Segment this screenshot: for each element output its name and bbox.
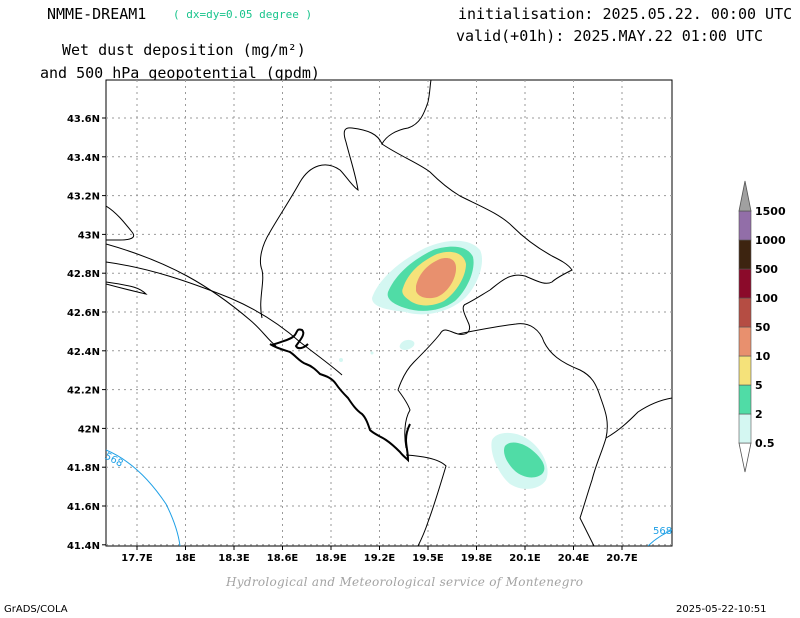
graticule xyxy=(106,80,672,546)
model-name: NMME-DREAM1 xyxy=(47,5,147,23)
geopotential-contour-se xyxy=(647,529,672,546)
legend-arrow-high xyxy=(738,180,752,212)
geopotential-contour-sw xyxy=(106,449,181,546)
lon-label: 18.3E xyxy=(218,553,250,564)
legend-swatch xyxy=(738,239,752,270)
country-borders xyxy=(106,80,672,546)
map-title-line1: Wet dust deposition (mg/m²) xyxy=(62,41,306,59)
legend-level-label: 2 xyxy=(755,408,763,421)
credit-line: Hydrological and Meteorological service … xyxy=(226,575,584,589)
lon-label: 19.2E xyxy=(364,553,396,564)
legend-swatch xyxy=(738,413,752,444)
lat-label: 41.6N xyxy=(67,502,100,513)
valid-time: valid(+01h): 2025.MAY.22 01:00 UTC xyxy=(456,27,764,45)
lat-label: 43.6N xyxy=(67,114,100,125)
legend-level-label: 500 xyxy=(755,263,778,276)
lat-label: 41.8N xyxy=(67,463,100,474)
legend-swatch xyxy=(738,384,752,415)
lat-label: 42N xyxy=(78,424,100,435)
lat-label: 42.6N xyxy=(67,308,100,319)
lat-label: 41.4N xyxy=(67,541,100,552)
lat-label: 43.2N xyxy=(67,192,100,203)
legend-swatch xyxy=(738,326,752,357)
lat-label: 43.4N xyxy=(67,153,100,164)
dust-patch-small xyxy=(399,339,415,350)
bay-of-kotor xyxy=(271,328,309,350)
legend-level-label: 1000 xyxy=(755,234,786,247)
dust-dot xyxy=(370,351,374,355)
lat-label: 43N xyxy=(78,230,100,241)
legend-swatch xyxy=(738,355,752,386)
lon-label: 20.7E xyxy=(606,553,638,564)
lon-label: 17.7E xyxy=(121,553,153,564)
lon-label: 18E xyxy=(175,553,196,564)
lon-label: 18.6E xyxy=(267,553,299,564)
legend-level-label: 100 xyxy=(755,292,778,305)
legend-level-label: 0.5 xyxy=(755,437,775,450)
software-label: GrADS/COLA xyxy=(4,604,68,615)
lat-label: 42.4N xyxy=(67,347,100,358)
lon-label: 19.8E xyxy=(461,553,493,564)
color-legend: 0.5 2 5 10 50 100 500 1000 1500 xyxy=(738,180,786,473)
lon-label: 18.9E xyxy=(315,553,347,564)
legend-swatch xyxy=(738,297,752,328)
legend-swatch xyxy=(738,210,752,241)
lat-label: 42.8N xyxy=(67,269,100,280)
dust-dot xyxy=(339,358,343,362)
legend-arrow-low xyxy=(738,442,752,473)
dust-plume-south xyxy=(491,432,548,489)
legend-level-label: 10 xyxy=(755,350,771,363)
legend-level-label: 50 xyxy=(755,321,771,334)
initialisation-time: initialisation: 2025.05.22. 00:00 UTC xyxy=(458,5,793,23)
lat-label: 42.2N xyxy=(67,386,100,397)
contour-label: 568 xyxy=(653,526,672,537)
resolution-label: ( dx=dy=0.05 degree ) xyxy=(173,8,313,21)
legend-swatch xyxy=(738,268,752,299)
lon-label: 19.5E xyxy=(412,553,444,564)
legend-level-label: 1500 xyxy=(755,205,786,218)
generation-timestamp: 2025-05-22-10:51 xyxy=(676,604,767,615)
map-title-line2: and 500 hPa geopotential (gpdm) xyxy=(40,64,320,82)
lon-label: 20.4E xyxy=(558,553,590,564)
lon-label: 20.1E xyxy=(509,553,541,564)
dust-plume-north xyxy=(372,240,483,315)
map-frame xyxy=(105,79,673,547)
legend-level-label: 5 xyxy=(755,379,763,392)
coastline xyxy=(269,343,411,463)
